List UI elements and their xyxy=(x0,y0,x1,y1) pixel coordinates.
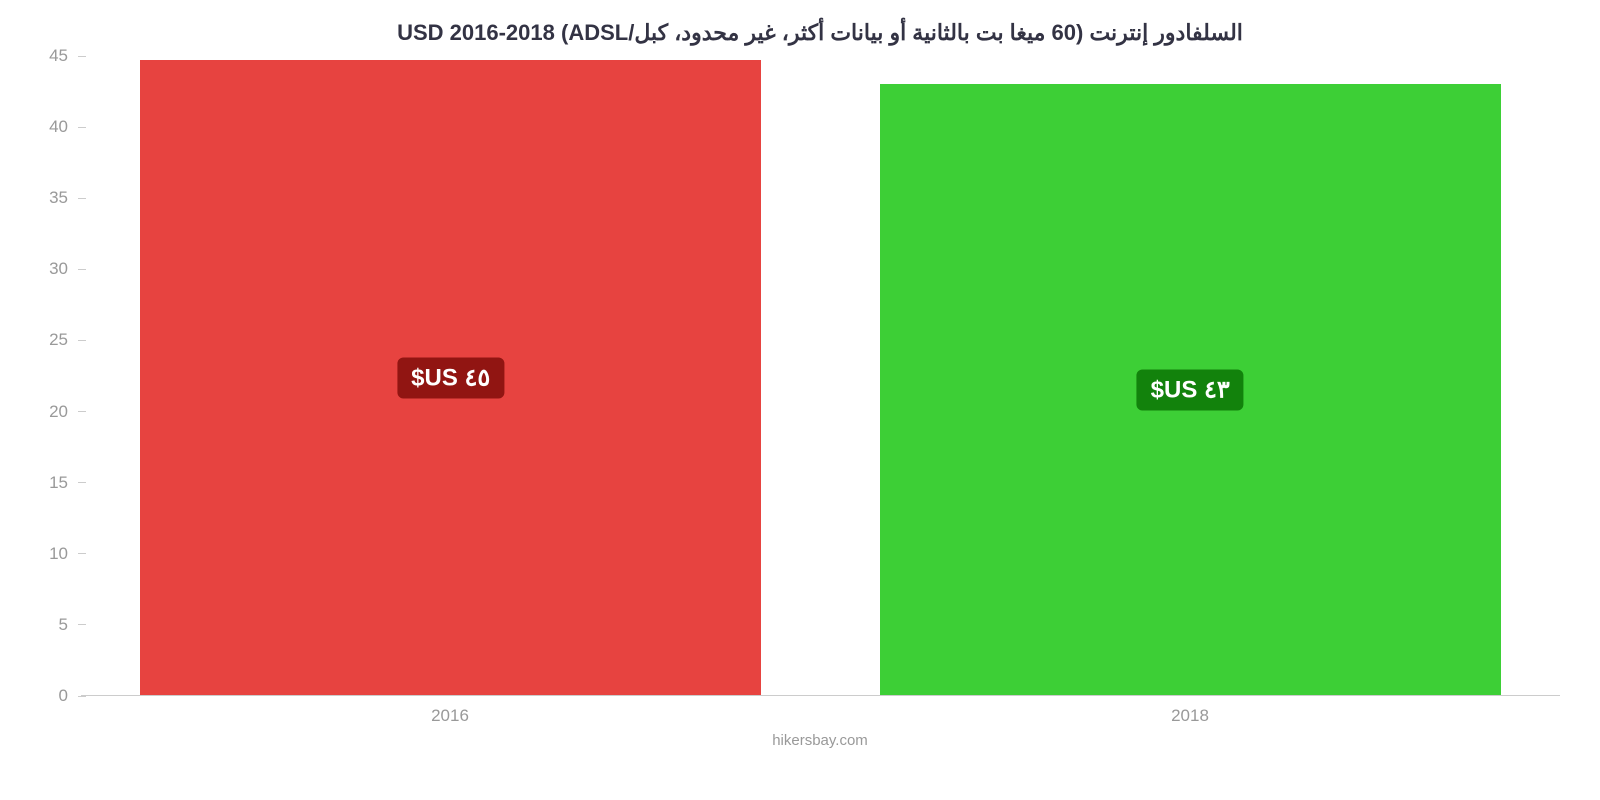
y-tick-label: 0 xyxy=(59,686,76,706)
y-tick-label: 30 xyxy=(49,259,76,279)
y-tick-label: 15 xyxy=(49,473,76,493)
y-tick: 25 xyxy=(31,330,76,350)
y-tick: 30 xyxy=(31,259,76,279)
y-tick: 20 xyxy=(31,402,76,422)
bar-value-badge: ٤٥ US$ xyxy=(397,358,504,399)
bar: ٤٥ US$ xyxy=(140,60,761,696)
y-tick: 15 xyxy=(31,473,76,493)
y-tick: 35 xyxy=(31,188,76,208)
y-tick-label: 10 xyxy=(49,544,76,564)
bar-value-badge: ٤٣ US$ xyxy=(1137,370,1244,411)
y-tick-label: 35 xyxy=(49,188,76,208)
y-tick-label: 20 xyxy=(49,402,76,422)
y-tick-label: 45 xyxy=(49,46,76,66)
x-tick-label: 2018 xyxy=(820,706,1560,726)
x-axis-labels: 20162018 xyxy=(80,706,1560,726)
chart-title: السلفادور إنترنت (60 ميغا بت بالثانية أو… xyxy=(80,20,1560,46)
bar-slot: ٤٣ US$ xyxy=(821,56,1561,696)
bar: ٤٣ US$ xyxy=(880,84,1501,696)
y-tick: 10 xyxy=(31,544,76,564)
y-tick-label: 40 xyxy=(49,117,76,137)
y-tick: 40 xyxy=(31,117,76,137)
x-axis-baseline xyxy=(81,695,1560,696)
plot-area: 051015202530354045 ٤٥ US$٤٣ US$ xyxy=(80,56,1560,696)
y-tick: 45 xyxy=(31,46,76,66)
y-tick-label: 25 xyxy=(49,330,76,350)
y-tick: 0 xyxy=(31,686,76,706)
y-tick: 5 xyxy=(31,615,76,635)
chart-container: السلفادور إنترنت (60 ميغا بت بالثانية أو… xyxy=(0,0,1600,800)
bar-slot: ٤٥ US$ xyxy=(81,56,821,696)
y-axis: 051015202530354045 xyxy=(31,56,76,696)
attribution-text: hikersbay.com xyxy=(80,732,1560,749)
x-tick-label: 2016 xyxy=(80,706,820,726)
bars-group: ٤٥ US$ ٤٣ US$ xyxy=(81,56,1560,696)
y-tick-label: 5 xyxy=(59,615,76,635)
